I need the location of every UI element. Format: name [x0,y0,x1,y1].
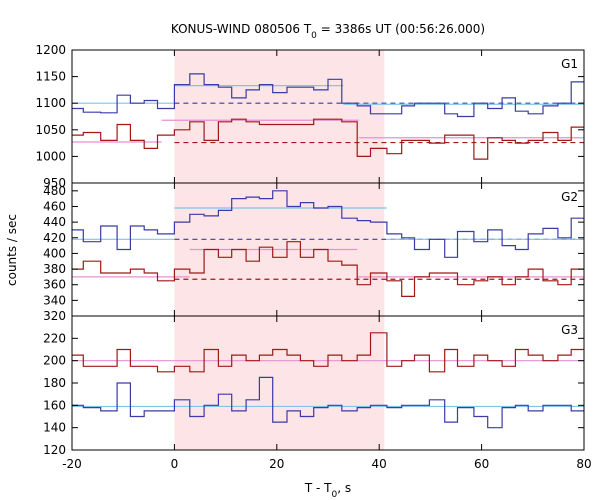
g3-panel-name: G3 [561,323,578,337]
g1-y-tick-label: 950 [43,176,66,190]
g2-y-tick-label: 340 [43,293,66,307]
g3-blue-counts-series [72,376,584,429]
x-tick-label: 20 [269,457,284,471]
g2-y-tick-label: 420 [43,231,66,245]
y-axis-label: counts / sec [5,214,19,286]
g3-red-counts-series [72,332,584,373]
x-tick-label: 60 [474,457,489,471]
g1-y-tick-label: 1050 [35,123,66,137]
g1-y-tick-label: 1100 [35,96,66,110]
g2-blue-counts-series [72,190,584,258]
series-layer [72,73,584,429]
g1-red-counts-series [72,118,584,160]
g2-y-tick-label: 320 [43,309,66,323]
g1-y-tick-label: 1000 [35,149,66,163]
x-tick-label: -20 [62,457,82,471]
x-axis-label: T - T0, s [304,481,351,500]
g2-y-tick-label: 480 [43,184,66,198]
x-tick-label: 80 [576,457,591,471]
g2-y-tick-label: 380 [43,262,66,276]
g2-y-tick-label: 360 [43,278,66,292]
chart-title: KONUS-WIND 080506 T0 = 3386s UT (00:56:2… [171,22,485,41]
g3-y-tick-label: 220 [43,331,66,345]
g1-blue-counts-series [72,73,584,118]
g1-panel-name: G1 [561,57,578,71]
g1-y-tick-label: 1200 [35,43,66,57]
g2-y-tick-label: 400 [43,246,66,260]
tick-layer: 95010001050110011501200G1320340360380400… [35,43,591,471]
g2-y-tick-label: 440 [43,215,66,229]
g3-y-tick-label: 200 [43,354,66,368]
g3-y-tick-label: 180 [43,376,66,390]
g2-y-tick-label: 460 [43,199,66,213]
g2-panel-name: G2 [561,190,578,204]
g3-y-tick-label: 120 [43,443,66,457]
g3-y-tick-label: 140 [43,421,66,435]
x-tick-label: 40 [372,457,387,471]
x-tick-label: 0 [171,457,179,471]
g3-y-tick-label: 160 [43,398,66,412]
g1-y-tick-label: 1150 [35,70,66,84]
g2-red-counts-series [72,241,584,297]
